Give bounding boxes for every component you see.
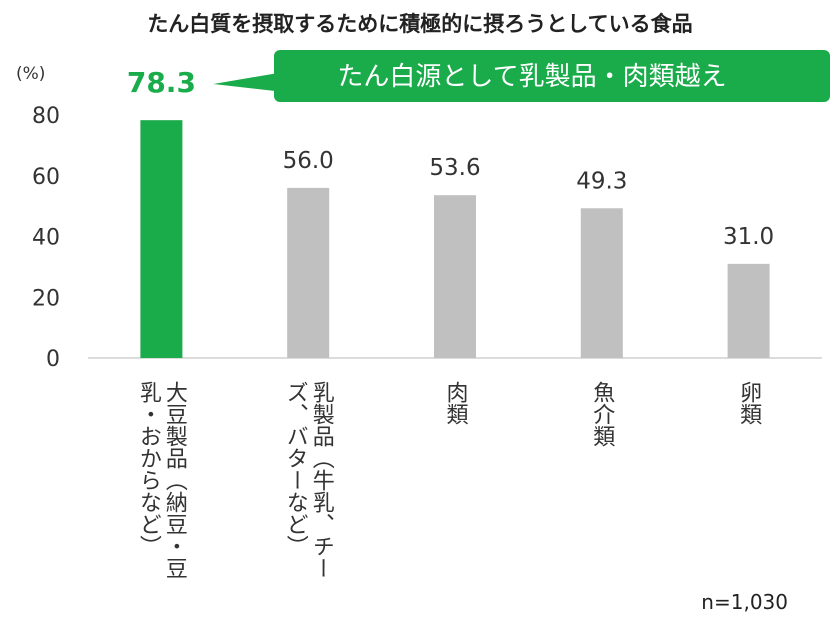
data-label: 78.3 [127,66,196,99]
bar [727,263,770,358]
y-axis-unit-label: (%) [16,64,45,84]
callout-text: たん白源として乳製品・肉類越え [337,62,726,92]
callout-pointer [213,72,284,92]
data-label: 53.6 [429,155,480,181]
bar [287,187,330,358]
x-tick-label: 大豆製品（納豆・豆 [162,381,188,579]
y-tick-label: 40 [32,226,60,251]
x-tick-label: 肉類 [443,381,469,425]
y-tick-label: 0 [46,347,60,372]
x-tick-label: ズ、バターなど） [283,381,309,557]
bar [140,120,183,358]
x-tick-label: 卵類 [736,381,762,425]
data-label: 31.0 [723,224,774,250]
bar [580,208,623,358]
x-tick-label: 乳製品（牛乳、チー [309,381,335,579]
data-label: 56.0 [283,148,334,174]
y-tick-label: 20 [32,286,60,311]
x-tick-label: 乳・おからなど） [136,381,162,557]
x-tick-label: 魚介類 [589,381,615,447]
y-tick-label: 80 [32,104,60,129]
callout-box [274,50,830,102]
data-label: 49.3 [576,168,627,194]
bar [434,195,476,358]
sample-size-note: n=1,030 [701,590,788,614]
y-tick-label: 60 [32,165,60,190]
chart-title: たん白質を摂取するために積極的に摂ろうとしている食品 [147,12,693,36]
